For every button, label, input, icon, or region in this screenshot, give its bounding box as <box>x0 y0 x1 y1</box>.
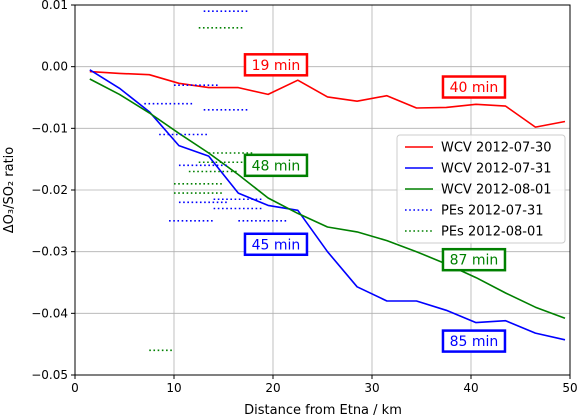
legend-label: WCV 2012-07-30 <box>441 141 552 156</box>
annotation-frame <box>441 247 507 272</box>
series-wcv-2012-08-01 <box>89 78 566 320</box>
legend-entry: WCV 2012-07-31 <box>405 162 552 177</box>
series-line <box>89 78 566 320</box>
legend-label: PEs 2012-08-01 <box>441 225 544 240</box>
ticks: 0 10 20 30 40 50 0.01 0.00 −0.01 −0.02 −0.03 −0.04 −… <box>31 0 577 395</box>
y-tick-label: 0.00 <box>41 60 68 74</box>
annotation-box: 48 min <box>243 153 309 178</box>
y-tick-label: −0.04 <box>31 306 68 320</box>
x-tick-label: 10 <box>166 381 181 395</box>
annotation-label: 40 min <box>450 80 499 96</box>
annotation-frame <box>243 232 309 257</box>
annotation-label: 48 min <box>252 158 301 174</box>
annotation-frame <box>243 53 309 77</box>
y-tick-label: −0.03 <box>31 245 68 259</box>
series-pes-2012-07-31 <box>144 10 288 222</box>
annotation-box: 45 min <box>243 232 309 257</box>
x-tick-label: 50 <box>562 381 577 395</box>
series-line <box>89 70 566 128</box>
series-pes-2012-08-01 <box>149 27 254 352</box>
series-wcv-2012-07-30 <box>89 70 566 128</box>
legend-entry: WCV 2012-08-01 <box>405 183 552 198</box>
annotation-label: 87 min <box>450 253 499 269</box>
y-tick-label: −0.05 <box>31 368 68 382</box>
legend-label: WCV 2012-08-01 <box>441 183 552 198</box>
legend-entry: WCV 2012-07-30 <box>405 141 552 156</box>
annotation-box: 19 min <box>243 53 309 77</box>
x-tick-label: 20 <box>265 381 280 395</box>
x-axis-label: Distance from Etna / km <box>244 403 402 417</box>
y-tick-label: −0.01 <box>31 121 68 135</box>
annotation-label: 45 min <box>252 237 301 253</box>
x-tick-label: 30 <box>364 381 379 395</box>
annotation-label: 85 min <box>450 334 499 350</box>
annotation-box: 40 min <box>441 75 507 99</box>
legend-label: WCV 2012-07-31 <box>441 162 552 177</box>
annotation-box: 87 min <box>441 247 507 272</box>
y-axis-label: ΔO₃/SO₂ ratio <box>2 147 17 234</box>
legend-entry: PEs 2012-07-31 <box>405 204 544 219</box>
legend-entry: PEs 2012-08-01 <box>405 225 544 240</box>
legend-frame <box>396 134 566 244</box>
annotation-label: 19 min <box>252 58 301 74</box>
x-tick-label: 0 <box>71 381 79 395</box>
annotation-frame <box>243 153 309 178</box>
annotation-box: 85 min <box>441 329 507 353</box>
y-tick-label: 0.01 <box>41 0 68 12</box>
series-layer <box>89 10 566 352</box>
legend-label: PEs 2012-07-31 <box>441 204 544 219</box>
annotation-frame <box>441 329 507 353</box>
annotation-frame <box>441 75 507 99</box>
annotations: 19 min 40 min 48 min 45 min 87 min 85 min <box>243 53 507 353</box>
y-tick-label: −0.02 <box>31 183 68 197</box>
x-tick-label: 40 <box>463 381 478 395</box>
legend: WCV 2012-07-30 WCV 2012-07-31 WCV 2012-08-… <box>396 134 566 244</box>
